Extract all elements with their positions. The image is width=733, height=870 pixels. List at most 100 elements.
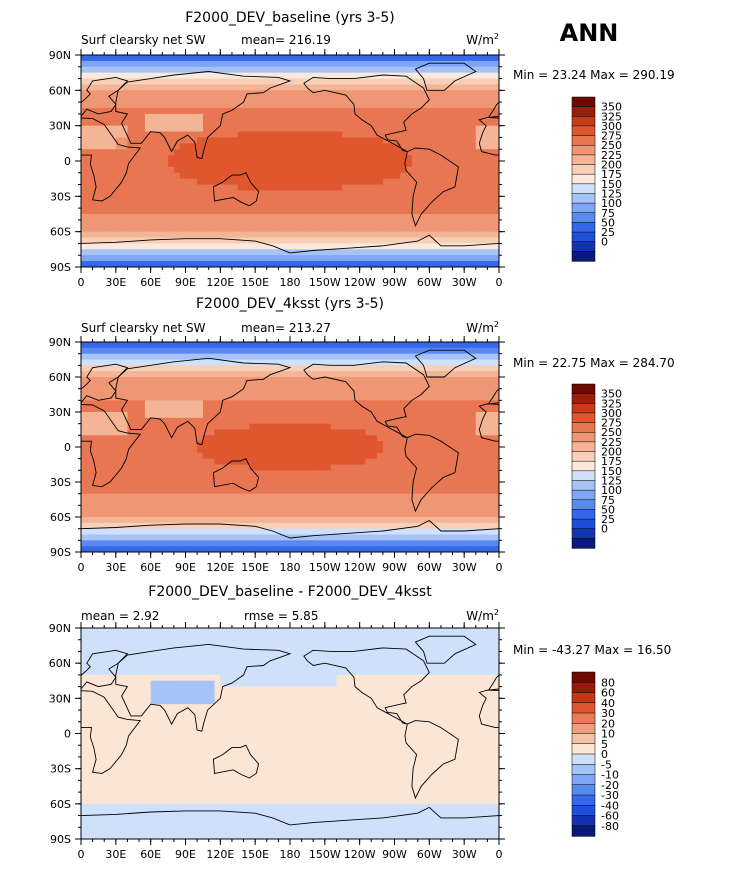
field-cell: [424, 220, 430, 226]
field-cell: [215, 190, 221, 196]
field-cell: [249, 255, 255, 261]
field-cell: [424, 238, 430, 244]
field-cell: [238, 400, 244, 406]
field-cell: [127, 348, 133, 354]
field-cell: [197, 243, 203, 249]
field-cell: [232, 511, 238, 517]
field-cell: [191, 55, 197, 61]
field-cell: [371, 90, 377, 96]
field-cell: [296, 55, 302, 61]
field-cell: [360, 441, 366, 447]
field-cell: [470, 505, 476, 511]
field-cell: [133, 354, 139, 360]
field-cell: [122, 90, 128, 96]
field-cell: [273, 73, 279, 79]
field-cell: [261, 395, 267, 401]
field-cell: [249, 67, 255, 73]
field-cell: [487, 55, 493, 61]
field-cell: [226, 79, 232, 85]
field-cell: [470, 447, 476, 453]
field-cell: [186, 161, 192, 167]
field-cell: [151, 470, 157, 476]
field-cell: [377, 120, 383, 126]
field-cell: [296, 238, 302, 244]
field-cell: [464, 418, 470, 424]
field-cell: [209, 220, 215, 226]
field-cell: [377, 348, 383, 354]
field-cell: [133, 447, 139, 453]
field-cell: [267, 196, 273, 202]
field-cell: [325, 208, 331, 214]
field-cell: [435, 243, 441, 249]
field-cell: [464, 255, 470, 261]
field-cell: [424, 114, 430, 120]
field-cell: [174, 511, 180, 517]
field-cell: [331, 342, 337, 348]
field-cell: [203, 365, 209, 371]
field-cell: [104, 114, 110, 120]
field-cell: [302, 505, 308, 511]
field-cell: [482, 220, 488, 226]
field-cell: [232, 220, 238, 226]
field-cell: [180, 161, 186, 167]
field-cell: [145, 220, 151, 226]
field-cell: [284, 400, 290, 406]
field-cell: [174, 102, 180, 108]
field-cell: [447, 482, 453, 488]
field-cell: [464, 383, 470, 389]
field-cell: [447, 208, 453, 214]
field-cell: [342, 505, 348, 511]
field-cell: [453, 143, 459, 149]
field-cell: [238, 137, 244, 143]
field-cell: [458, 354, 464, 360]
field-cell: [104, 220, 110, 226]
field-cell: [383, 383, 389, 389]
field-cell: [296, 482, 302, 488]
field-cell: [284, 494, 290, 500]
field-cell: [371, 202, 377, 208]
field-cell: [168, 196, 174, 202]
field-cell: [360, 126, 366, 132]
field-cell: [424, 400, 430, 406]
field-cell: [365, 453, 371, 459]
field-cell: [360, 214, 366, 220]
field-cell: [168, 249, 174, 255]
field-cell: [215, 96, 221, 102]
field-cell: [93, 79, 99, 85]
field-cell: [464, 412, 470, 418]
field-cell: [429, 406, 435, 412]
field-cell: [81, 360, 87, 366]
field-cell: [453, 55, 459, 61]
field-cell: [302, 243, 308, 249]
field-cell: [342, 214, 348, 220]
field-cell: [81, 494, 87, 500]
field-cell: [354, 377, 360, 383]
field-cell: [122, 226, 128, 232]
field-cell: [325, 102, 331, 108]
field-cell: [220, 220, 226, 226]
field-cell: [377, 249, 383, 255]
field-cell: [464, 238, 470, 244]
field-cell: [127, 342, 133, 348]
field-cell: [180, 255, 186, 261]
field-cell: [226, 430, 232, 436]
field-cell: [487, 476, 493, 482]
field-cell: [209, 208, 215, 214]
field-cell: [116, 505, 122, 511]
field-cell: [302, 476, 308, 482]
field-cell: [290, 342, 296, 348]
field-cell: [377, 196, 383, 202]
field-cell: [319, 365, 325, 371]
field-cell: [197, 406, 203, 412]
field-cell: [139, 505, 145, 511]
field-cell: [232, 173, 238, 179]
field-cell: [278, 476, 284, 482]
field-cell: [354, 90, 360, 96]
field-cell: [156, 243, 162, 249]
field-cell: [168, 494, 174, 500]
field-cell: [127, 354, 133, 360]
field-cell: [284, 377, 290, 383]
field-cell: [151, 161, 157, 167]
field-cell: [360, 365, 366, 371]
field-cell: [174, 360, 180, 366]
